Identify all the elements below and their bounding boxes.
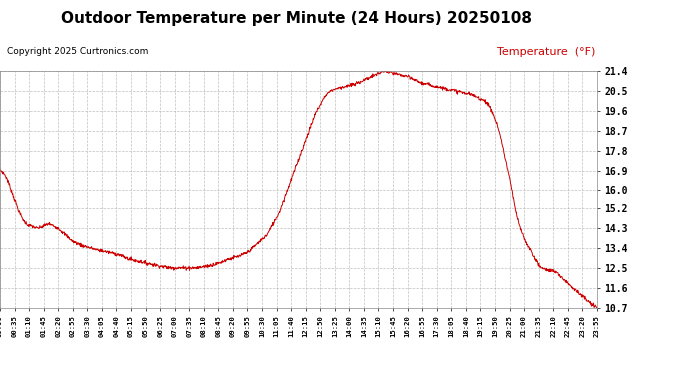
Text: Outdoor Temperature per Minute (24 Hours) 20250108: Outdoor Temperature per Minute (24 Hours… (61, 11, 532, 26)
Text: Temperature  (°F): Temperature (°F) (497, 47, 595, 57)
Text: Copyright 2025 Curtronics.com: Copyright 2025 Curtronics.com (7, 47, 148, 56)
